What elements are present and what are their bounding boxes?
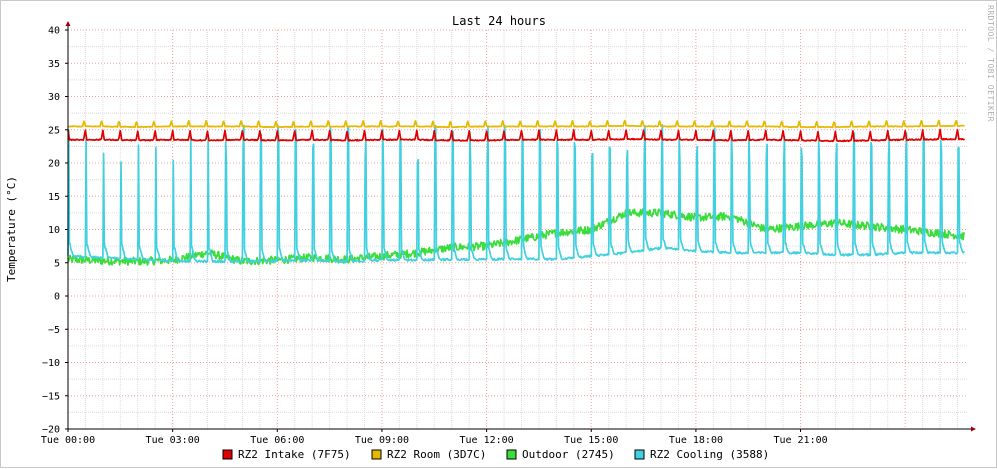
- series-line-2: [67, 119, 965, 129]
- legend-swatch: [634, 449, 645, 460]
- y-axis-label: Temperature (°C): [5, 176, 18, 282]
- legend-label: RZ2 Cooling (3588): [650, 448, 769, 461]
- y-tick-labels: 40 35 30 25 20 15 10 5 0 −5 −10 −15 −20: [42, 26, 68, 436]
- legend-label: RZ2 Room (3D7C): [387, 448, 486, 461]
- chart-title: Last 24 hours: [452, 14, 546, 28]
- y-axis-arrow: [65, 21, 71, 26]
- y-tick-label: −5: [48, 325, 60, 336]
- y-tick-label: 15: [48, 192, 60, 203]
- x-tick-label: Tue 21:00: [773, 435, 827, 446]
- x-tick-label: Tue 09:00: [355, 435, 409, 446]
- x-tick-label: Tue 12:00: [460, 435, 514, 446]
- axes: [65, 21, 976, 432]
- series-lines: [67, 119, 966, 266]
- legend-swatch: [222, 449, 233, 460]
- x-tick-labels: Tue 00:00 Tue 03:00 Tue 06:00 Tue 09:00 Tue …: [41, 429, 828, 446]
- legend-label: Outdoor (2745): [522, 448, 615, 461]
- x-axis-arrow: [971, 426, 976, 432]
- x-tick-label: Tue 18:00: [669, 435, 723, 446]
- grid: [68, 29, 968, 430]
- y-tick-label: 0: [54, 292, 60, 303]
- y-tick-label: 30: [48, 92, 60, 103]
- y-tick-label: 5: [54, 258, 60, 269]
- y-tick-label: 25: [48, 125, 60, 136]
- series-line-1: [67, 128, 966, 143]
- y-tick-label: −15: [42, 391, 60, 402]
- y-tick-label: −20: [42, 425, 60, 436]
- legend: RZ2 Intake (7F75) RZ2 Room (3D7C) Outdoor …: [222, 448, 769, 461]
- y-tick-label: 20: [48, 159, 60, 170]
- x-tick-label: Tue 15:00: [564, 435, 618, 446]
- y-tick-label: 10: [48, 225, 60, 236]
- x-tick-label: Tue 06:00: [250, 435, 304, 446]
- legend-label: RZ2 Intake (7F75): [238, 448, 351, 461]
- y-tick-label: −10: [42, 358, 60, 369]
- y-tick-label: 40: [48, 26, 60, 37]
- series-line-3: [67, 208, 966, 266]
- y-tick-label: 35: [48, 59, 60, 70]
- x-tick-label: Tue 03:00: [146, 435, 200, 446]
- x-tick-label: Tue 00:00: [41, 435, 95, 446]
- series-line-4: [67, 123, 965, 264]
- rrdtool-watermark: RRDTOOL / TOBI OETIKER: [986, 5, 995, 122]
- legend-swatch: [371, 449, 382, 460]
- legend-swatch: [506, 449, 517, 460]
